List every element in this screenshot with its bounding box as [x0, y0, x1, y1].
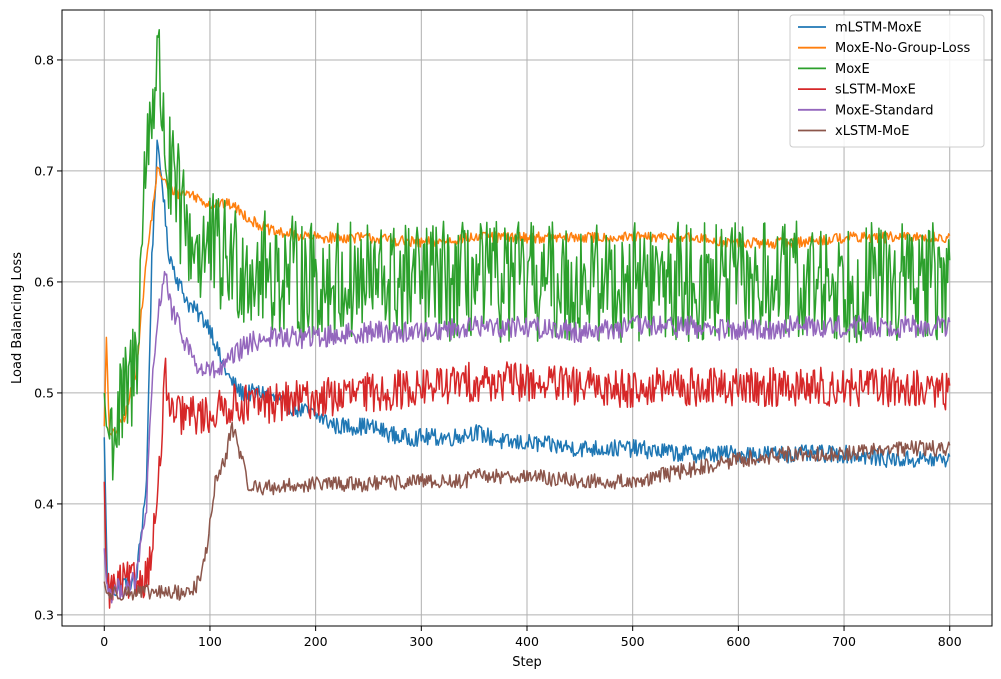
legend-label: mLSTM-MoxE — [835, 21, 922, 36]
x-tick-label: 300 — [409, 634, 433, 649]
legend-label: MoxE — [835, 62, 870, 77]
x-tick-label: 400 — [515, 634, 539, 649]
series-line-slstm-moxe — [103, 357, 951, 609]
legend-label: sLSTM-MoxE — [835, 83, 916, 98]
series-line-xlstm-moe — [103, 421, 951, 601]
x-tick-label: 800 — [938, 634, 962, 649]
x-tick-label: 200 — [304, 634, 328, 649]
x-tick-label: 600 — [726, 634, 750, 649]
legend-label: MoxE-No-Group-Loss — [835, 41, 970, 56]
x-tick-label: 100 — [198, 634, 222, 649]
legend-box — [789, 14, 985, 148]
x-tick-label: 700 — [832, 634, 856, 649]
legend-label: MoxE-Standard — [835, 103, 934, 118]
legend-label: xLSTM-MoE — [835, 124, 909, 139]
series-line-moxe-standard — [103, 270, 951, 604]
series-line-moxe-no-group-loss — [103, 166, 951, 436]
y-tick-label: 0.4 — [34, 496, 54, 511]
x-axis-ticks: 0 100 200 300 400 500 600 700 800 — [100, 626, 962, 649]
x-tick-label: 0 — [100, 634, 108, 649]
x-axis-label: Step — [512, 655, 542, 670]
y-tick-label: 0.7 — [34, 163, 54, 178]
y-tick-label: 0.5 — [34, 385, 54, 400]
series-line-moxe — [103, 28, 951, 481]
y-axis-label: Load Balancing Loss — [10, 252, 25, 384]
x-tick-label: 500 — [621, 634, 645, 649]
y-tick-label: 0.3 — [34, 607, 54, 622]
legend: mLSTM-MoxE MoxE-No-Group-Loss MoxE sLSTM-Mo… — [789, 14, 985, 148]
y-axis-ticks: 0.3 0.4 0.5 0.6 0.7 0.8 — [34, 52, 62, 622]
series-lines — [103, 28, 951, 609]
y-tick-label: 0.6 — [34, 274, 54, 289]
y-tick-label: 0.8 — [34, 52, 54, 67]
